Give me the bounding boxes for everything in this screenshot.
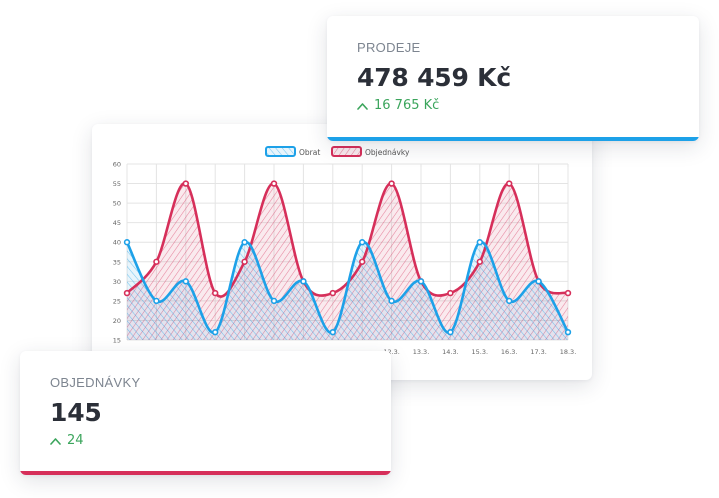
legend-label: Obrat xyxy=(299,148,320,157)
data-point xyxy=(153,258,160,265)
data-point xyxy=(506,297,513,305)
data-point xyxy=(241,258,248,265)
x-tick-label: 18.3. xyxy=(560,348,577,356)
data-point xyxy=(564,328,572,336)
orders-label: OBJEDNÁVKY xyxy=(50,375,141,390)
sales-card: PRODEJE 478 459 Kč 16 765 Kč xyxy=(327,16,699,141)
data-point xyxy=(211,289,219,297)
orders-card: OBJEDNÁVKY 145 24 xyxy=(20,351,391,475)
orders-change-value: 24 xyxy=(67,433,84,448)
data-point xyxy=(270,180,278,187)
y-tick-label: 25 xyxy=(113,297,121,305)
data-point xyxy=(359,239,366,246)
y-tick-label: 30 xyxy=(113,278,121,286)
data-point xyxy=(329,328,337,336)
data-point xyxy=(241,239,248,246)
series-line-0 xyxy=(125,240,570,334)
y-tick-label: 60 xyxy=(113,161,121,169)
data-point xyxy=(270,297,278,305)
orders-accent-bar xyxy=(20,471,391,475)
data-point xyxy=(476,258,483,265)
legend-swatch xyxy=(331,146,362,157)
data-point xyxy=(211,328,219,336)
chevron-up-icon xyxy=(357,102,368,110)
y-tick-label: 55 xyxy=(113,180,121,188)
legend-swatch xyxy=(265,146,296,157)
sales-label: PRODEJE xyxy=(357,40,421,55)
y-tick-label: 50 xyxy=(113,200,121,208)
data-point xyxy=(359,258,366,265)
data-point xyxy=(535,278,542,285)
sales-accent-bar xyxy=(327,137,699,141)
data-point xyxy=(123,239,131,246)
chevron-up-icon xyxy=(50,437,61,445)
data-point xyxy=(300,278,307,285)
data-point xyxy=(476,239,483,246)
data-point xyxy=(388,297,395,305)
data-point xyxy=(388,180,395,187)
sales-change-value: 16 765 Kč xyxy=(374,98,440,113)
y-tick-label: 15 xyxy=(113,337,121,345)
chart-legend: Obrat Objednávky xyxy=(265,146,410,157)
data-point xyxy=(564,289,572,297)
sales-change: 16 765 Kč xyxy=(357,98,669,113)
data-point xyxy=(153,297,160,305)
x-tick-label: 16.3. xyxy=(501,348,518,356)
x-tick-label: 17.3. xyxy=(530,348,547,356)
y-tick-label: 40 xyxy=(113,239,121,247)
data-point xyxy=(447,328,454,336)
data-point xyxy=(447,289,454,297)
x-tick-label: 14.3. xyxy=(442,348,459,356)
legend-label: Objednávky xyxy=(365,148,410,157)
line-chart: 15 20 25 30 35 40 45 50 55 60 12.3. 13.3. 14.3. 15.3.… xyxy=(113,146,577,356)
x-tick-label: 13.3. xyxy=(413,348,430,356)
chart-card: 15 20 25 30 35 40 45 50 55 60 12.3. 13.3. 14.3. 15.3.… xyxy=(92,124,592,380)
y-tick-label: 35 xyxy=(113,258,121,266)
x-tick-label: 12.3. xyxy=(383,348,400,356)
series-line-1 xyxy=(125,182,570,298)
data-point xyxy=(182,278,190,285)
orders-value: 145 xyxy=(50,398,102,427)
y-tick-label: 45 xyxy=(113,219,121,227)
y-tick-label: 20 xyxy=(113,317,121,325)
sales-value: 478 459 Kč xyxy=(357,63,511,92)
data-point xyxy=(417,278,425,285)
data-point xyxy=(329,289,337,297)
x-tick-label: 15.3. xyxy=(472,348,489,356)
data-point xyxy=(506,180,513,187)
data-point xyxy=(182,180,190,187)
data-point xyxy=(123,289,131,297)
orders-change: 24 xyxy=(50,433,361,448)
